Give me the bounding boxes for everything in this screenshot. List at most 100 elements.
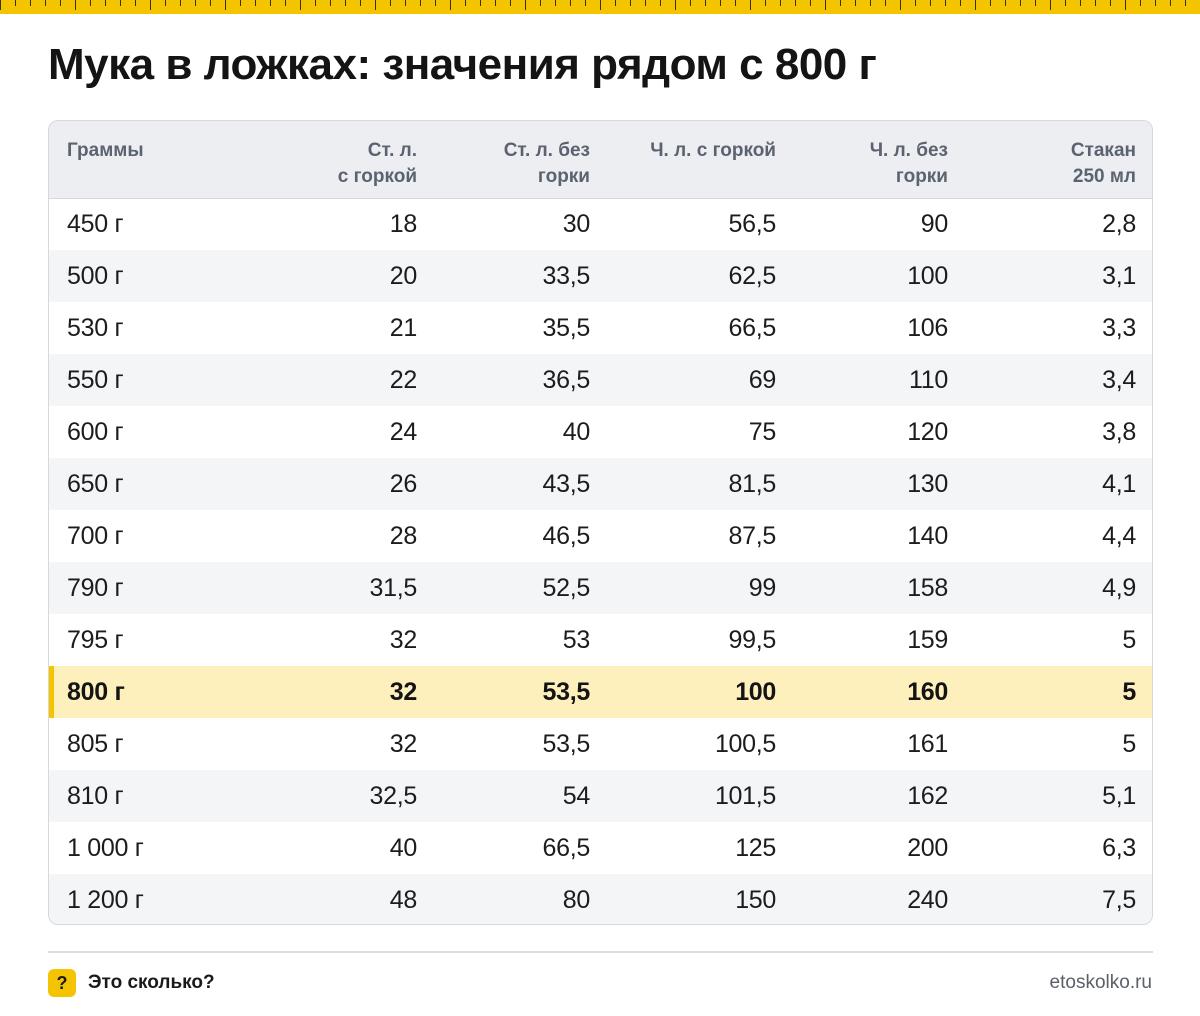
table-row: 530 г 21 35,5 66,5 106 3,3 <box>49 302 1152 354</box>
cell-tsp-heaped: 75 <box>748 417 777 446</box>
cell-tsp-heaped: 56,5 <box>728 209 777 238</box>
table-row: 805 г 32 53,5 100,5 161 5 <box>49 718 1152 770</box>
cell-cup-250ml: 5 <box>1122 729 1136 758</box>
table-row: 1 000 г 40 66,5 125 200 6,3 <box>49 822 1152 874</box>
cell-tsp-level: 140 <box>907 521 948 550</box>
cell-tsp-level: 240 <box>907 885 948 914</box>
cell-grams: 650 г <box>67 469 124 498</box>
cell-cup-250ml: 5 <box>1122 625 1136 654</box>
column-header-tbsp-heaped: Ст. л. с горкой <box>249 121 417 198</box>
conversion-table: Граммы Ст. л. с горкой Ст. л. без горки Ч. л.… <box>48 120 1153 925</box>
cell-grams: 700 г <box>67 521 124 550</box>
cell-tsp-heaped: 99 <box>748 573 777 602</box>
cell-tsp-heaped: 69 <box>748 365 777 394</box>
cell-tsp-level: 161 <box>907 729 948 758</box>
table-row: 500 г 20 33,5 62,5 100 3,1 <box>49 250 1152 302</box>
cell-tbsp-heaped: 32 <box>389 677 418 706</box>
table-row: 550 г 22 36,5 69 110 3,4 <box>49 354 1152 406</box>
cell-tsp-heaped: 99,5 <box>728 625 777 654</box>
cell-tbsp-level: 53 <box>562 625 591 654</box>
column-header-line: Стакан <box>1070 140 1136 161</box>
cell-tbsp-heaped: 18 <box>389 209 418 238</box>
table-row: 810 г 32,5 54 101,5 162 5,1 <box>49 770 1152 822</box>
footer-divider <box>48 951 1153 953</box>
column-header-line: 250 мл <box>1072 166 1136 187</box>
cell-tsp-level: 90 <box>920 209 949 238</box>
cell-tbsp-heaped: 22 <box>389 365 418 394</box>
cell-tsp-level: 130 <box>907 469 948 498</box>
cell-cup-250ml: 4,9 <box>1102 573 1136 602</box>
cell-cup-250ml: 2,8 <box>1102 209 1136 238</box>
cell-grams: 800 г <box>49 666 249 718</box>
cell-tbsp-level: 30 <box>562 209 591 238</box>
cell-tbsp-heaped: 26 <box>389 469 418 498</box>
table-row-highlighted: 800 г 32 53,5 100 160 5 <box>49 666 1152 718</box>
cell-tbsp-heaped: 32 <box>389 729 418 758</box>
cell-tsp-heaped: 87,5 <box>728 521 777 550</box>
cell-cup-250ml: 3,4 <box>1102 365 1136 394</box>
cell-grams: 805 г <box>67 729 124 758</box>
column-header-line: Ст. л. <box>367 140 417 161</box>
cell-tbsp-heaped: 21 <box>389 313 418 342</box>
cell-cup-250ml: 6,3 <box>1102 833 1136 862</box>
cell-tbsp-heaped: 31,5 <box>369 573 418 602</box>
cell-tbsp-level: 33,5 <box>542 261 591 290</box>
cell-grams: 810 г <box>67 781 124 810</box>
table-row: 795 г 32 53 99,5 159 5 <box>49 614 1152 666</box>
cell-tbsp-level: 80 <box>562 885 591 914</box>
column-header-line: Ч. л. с горкой <box>650 140 776 161</box>
page-title: Мука в ложках: значения рядом с 800 г <box>48 40 877 89</box>
brand-name: Это сколько? <box>88 972 215 993</box>
cell-tbsp-level: 40 <box>562 417 591 446</box>
cell-tbsp-level: 36,5 <box>542 365 591 394</box>
cell-tsp-heaped: 66,5 <box>728 313 777 342</box>
column-header-tsp-heaped: Ч. л. с горкой <box>590 121 776 198</box>
column-header-cup-250ml: Стакан 250 мл <box>948 121 1152 198</box>
cell-tsp-level: 162 <box>907 781 948 810</box>
table-row: 450 г 18 30 56,5 90 2,8 <box>49 198 1152 250</box>
cell-tsp-heaped: 100,5 <box>714 729 776 758</box>
cell-cup-250ml: 3,3 <box>1102 313 1136 342</box>
cell-cup-250ml: 3,1 <box>1102 261 1136 290</box>
cell-grams: 600 г <box>67 417 124 446</box>
cell-tsp-heaped: 150 <box>735 885 776 914</box>
cell-grams: 1 200 г <box>67 885 144 914</box>
cell-tsp-level: 110 <box>909 365 948 394</box>
cell-tsp-level: 159 <box>907 625 948 654</box>
cell-grams: 450 г <box>67 209 124 238</box>
cell-tsp-level: 120 <box>907 417 948 446</box>
cell-tsp-heaped: 101,5 <box>714 781 776 810</box>
column-header-line: горки <box>537 166 590 187</box>
cell-tsp-level: 158 <box>907 573 948 602</box>
site-url[interactable]: etoskolko.ru <box>1049 972 1152 993</box>
cell-grams: 1 000 г <box>67 833 144 862</box>
column-header-line: с горкой <box>337 166 417 187</box>
table-row: 700 г 28 46,5 87,5 140 4,4 <box>49 510 1152 562</box>
cell-tbsp-heaped: 28 <box>389 521 418 550</box>
table-body: 450 г 18 30 56,5 90 2,8 500 г 20 33,5 62,5 100 3,1 5… <box>49 198 1152 924</box>
question-icon: ? <box>48 969 76 997</box>
cell-grams: 500 г <box>67 261 124 290</box>
cell-grams: 790 г <box>67 573 124 602</box>
cell-tbsp-level: 66,5 <box>542 833 591 862</box>
cell-grams: 550 г <box>67 365 124 394</box>
cell-cup-250ml: 5,1 <box>1102 781 1136 810</box>
cell-grams: 795 г <box>67 625 124 654</box>
brand-block: ? Это сколько? <box>48 969 215 997</box>
cell-tbsp-heaped: 48 <box>389 885 418 914</box>
column-header-tsp-level: Ч. л. без горки <box>776 121 948 198</box>
column-header-grams: Граммы <box>49 121 249 198</box>
cell-tbsp-level: 53,5 <box>542 677 591 706</box>
table-row: 790 г 31,5 52,5 99 158 4,9 <box>49 562 1152 614</box>
cell-tbsp-heaped: 20 <box>389 261 418 290</box>
cell-tbsp-level: 52,5 <box>542 573 591 602</box>
table-row: 600 г 24 40 75 120 3,8 <box>49 406 1152 458</box>
cell-tbsp-level: 46,5 <box>542 521 591 550</box>
cell-tbsp-level: 54 <box>562 781 591 810</box>
cell-cup-250ml: 3,8 <box>1102 417 1136 446</box>
cell-tsp-level: 106 <box>907 313 948 342</box>
column-header-line: Ч. л. без <box>869 140 948 161</box>
cell-tbsp-level: 43,5 <box>542 469 591 498</box>
table-row: 650 г 26 43,5 81,5 130 4,1 <box>49 458 1152 510</box>
column-header-tbsp-level: Ст. л. без горки <box>417 121 590 198</box>
